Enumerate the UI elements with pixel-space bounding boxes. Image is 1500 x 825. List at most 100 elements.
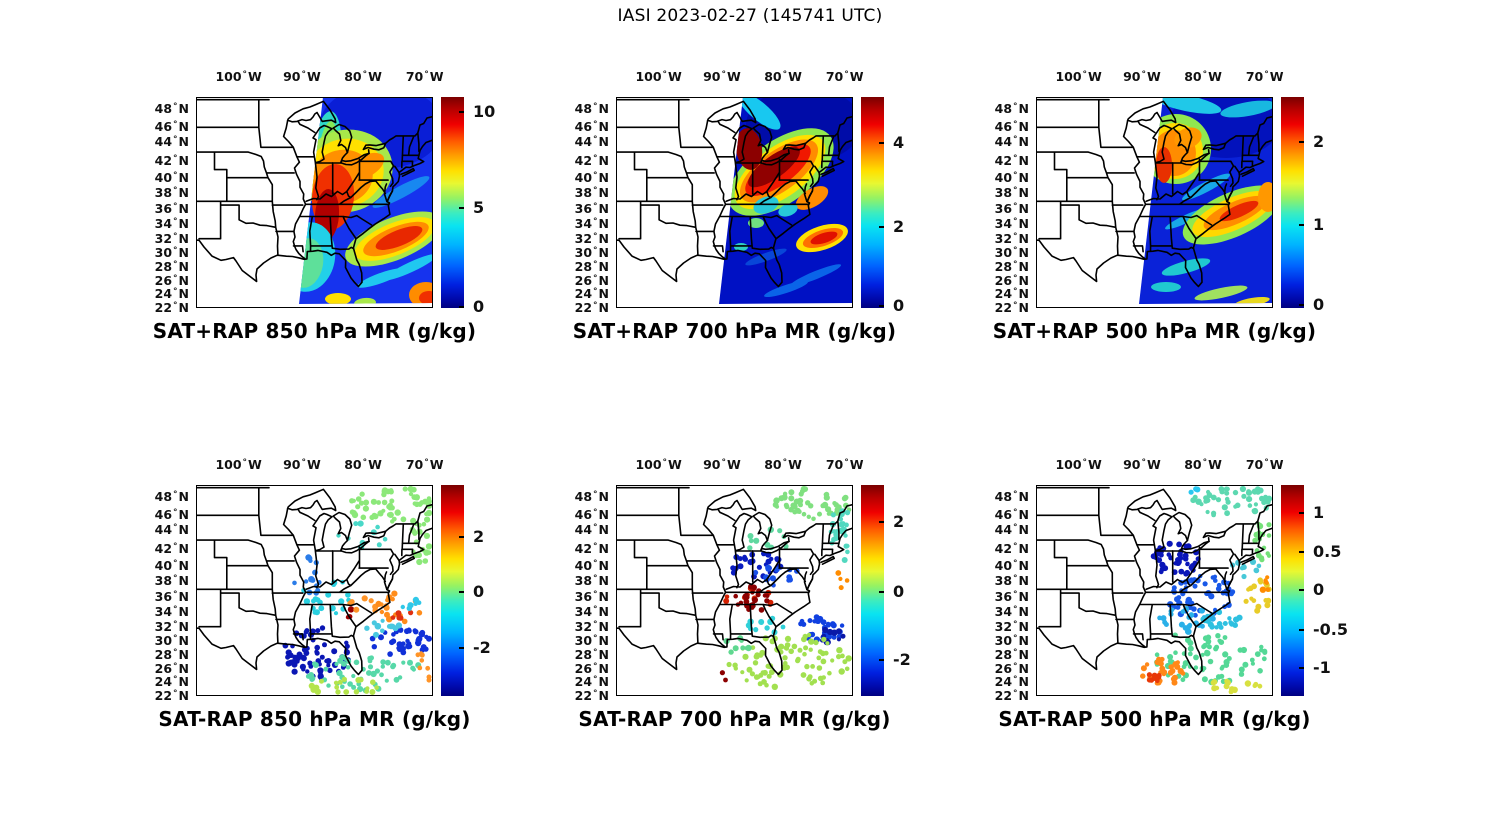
- data-point: [1244, 680, 1252, 687]
- data-point: [826, 621, 831, 627]
- data-point: [425, 665, 431, 671]
- data-point: [347, 681, 353, 687]
- data-point: [351, 684, 357, 690]
- data-point: [1160, 545, 1167, 552]
- lon-tick-label: 100°W: [1055, 69, 1102, 84]
- data-blob: [1234, 296, 1270, 304]
- data-point: [1239, 485, 1246, 493]
- data-point: [401, 641, 406, 646]
- data-point: [753, 537, 760, 544]
- data-point: [1257, 683, 1263, 689]
- data-point: [817, 649, 823, 655]
- data-point: [424, 516, 431, 523]
- lon-tick-label: 70°W: [1245, 457, 1284, 472]
- lat-tick-label: 36°N: [994, 588, 1029, 604]
- data-point: [1146, 672, 1152, 678]
- data-point: [1245, 489, 1253, 496]
- data-point: [1193, 665, 1199, 670]
- data-point: [1174, 596, 1180, 603]
- colorbar-tick-mark: [459, 206, 464, 209]
- data-point: [799, 488, 805, 494]
- data-point: [361, 595, 368, 602]
- data-point: [845, 655, 852, 662]
- lat-tick-label: 42°N: [154, 541, 189, 557]
- data-point: [838, 576, 843, 581]
- data-point: [802, 651, 807, 657]
- data-point: [326, 683, 331, 688]
- data-point: [380, 628, 385, 634]
- data-point: [843, 543, 849, 549]
- data-point: [345, 592, 351, 598]
- data-point: [300, 655, 307, 662]
- colorbar-tick-label: 0: [893, 581, 905, 601]
- data-point: [407, 659, 413, 666]
- lat-tick-label: 48°N: [994, 489, 1029, 505]
- data-point: [823, 492, 828, 497]
- lat-tick-label: 22°N: [154, 300, 189, 315]
- data-point: [1262, 496, 1267, 501]
- lat-tick-label: 46°N: [154, 507, 189, 523]
- lon-tick-label: 70°W: [825, 69, 864, 84]
- lat-tick-label: 34°N: [154, 604, 189, 620]
- lat-tick-label: 40°N: [574, 169, 609, 185]
- data-point: [749, 671, 755, 677]
- lat-tick-label: 30°N: [154, 633, 189, 649]
- data-point: [728, 649, 734, 655]
- lat-tick-label: 32°N: [574, 618, 609, 634]
- data-point: [366, 670, 372, 676]
- data-point: [1232, 489, 1239, 496]
- data-blob: [1174, 127, 1202, 149]
- colorbar-tick-mark: [459, 305, 464, 308]
- data-point: [1266, 533, 1272, 538]
- data-point: [751, 596, 758, 604]
- lat-tick-label: 36°N: [574, 588, 609, 604]
- colorbar-gradient: [441, 485, 464, 696]
- data-point: [419, 658, 425, 663]
- data-point: [380, 659, 386, 665]
- data-point: [1238, 666, 1245, 673]
- data-blob: [810, 231, 838, 245]
- data-point: [416, 610, 423, 616]
- data-point: [370, 498, 377, 505]
- data-point: [1222, 651, 1229, 658]
- data-point: [376, 542, 382, 548]
- data-point: [1225, 486, 1230, 492]
- data-point: [307, 555, 313, 561]
- data-point: [340, 684, 345, 690]
- lat-tick-label: 48°N: [574, 101, 609, 117]
- data-point: [1199, 607, 1205, 614]
- data-point: [1192, 583, 1198, 589]
- data-point: [1159, 567, 1165, 572]
- colorbar-tick-label: 0: [473, 296, 485, 316]
- data-point: [1257, 577, 1263, 583]
- data-point: [838, 668, 845, 675]
- data-point: [339, 654, 346, 661]
- data-point: [396, 614, 403, 621]
- data-point: [765, 558, 772, 565]
- data-point: [333, 611, 339, 616]
- data-point: [314, 644, 320, 651]
- data-point: [416, 558, 423, 566]
- data-point: [334, 661, 339, 667]
- colorbar-tick-mark: [1299, 667, 1304, 670]
- data-point: [1171, 679, 1178, 686]
- data-point: [807, 674, 813, 680]
- lat-tick-label: 38°N: [994, 573, 1029, 589]
- colorbar-tick-label: 0: [893, 295, 905, 315]
- data-point: [1178, 568, 1185, 575]
- lat-tick-label: 30°N: [574, 633, 609, 649]
- lat-tick-label: 34°N: [154, 216, 189, 232]
- data-point: [331, 648, 338, 655]
- data-point: [795, 658, 801, 664]
- data-point: [374, 622, 381, 630]
- data-point: [1158, 660, 1164, 666]
- data-point: [344, 640, 349, 645]
- data-point: [732, 645, 739, 652]
- data-point: [737, 556, 743, 562]
- lat-tick-label: 42°N: [574, 541, 609, 557]
- data-point: [756, 674, 761, 680]
- data-point: [764, 625, 770, 631]
- data-point: [390, 663, 396, 670]
- lat-tick-label: 28°N: [574, 647, 609, 663]
- data-point: [369, 635, 376, 642]
